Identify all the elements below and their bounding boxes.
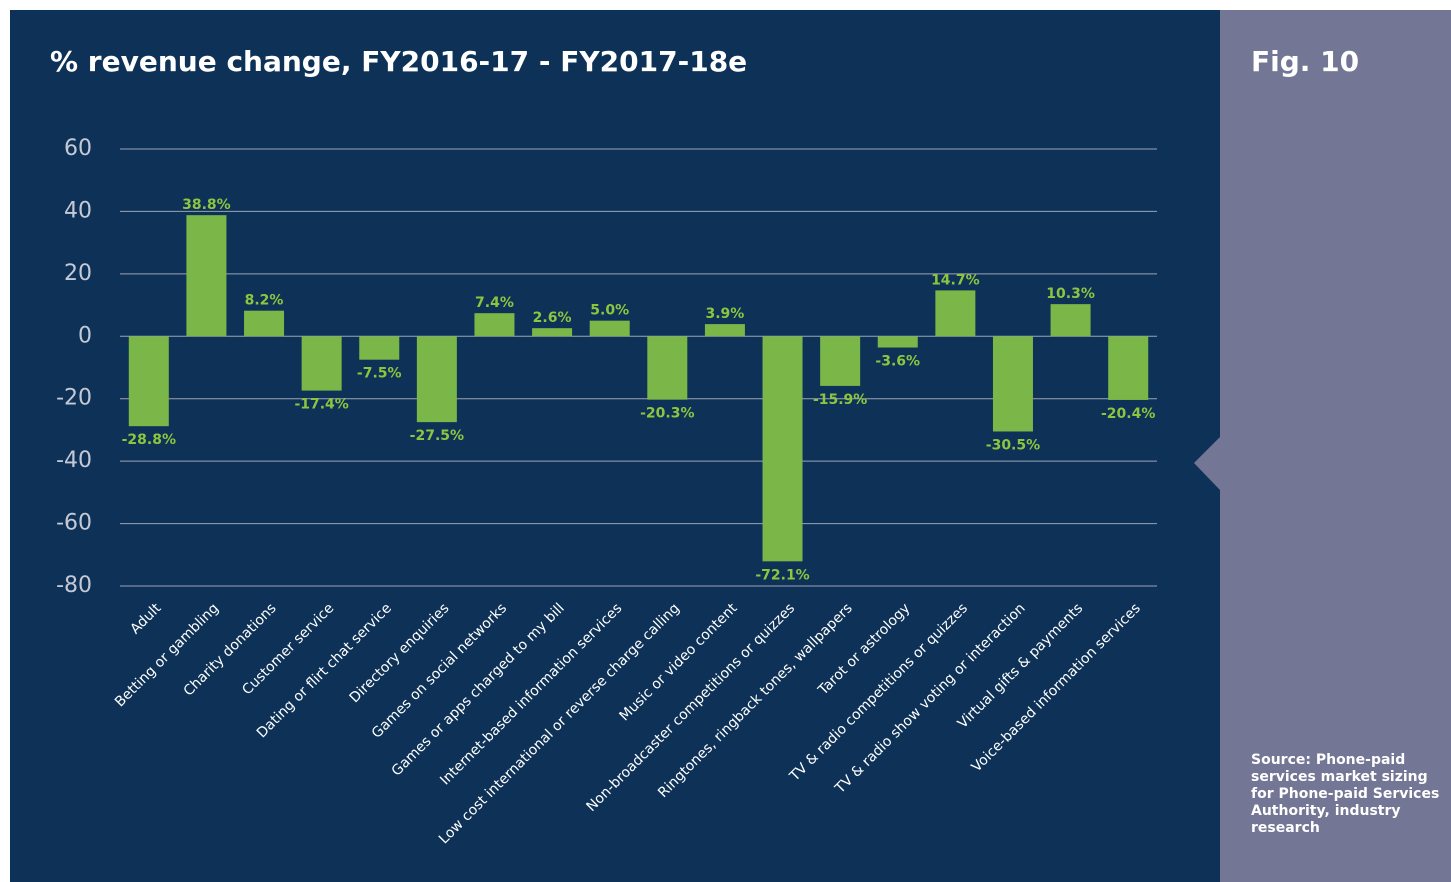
value-label: -27.5% bbox=[410, 428, 464, 444]
value-label: 14.7% bbox=[931, 272, 980, 288]
value-label: 10.3% bbox=[1046, 286, 1095, 302]
bar bbox=[647, 336, 688, 400]
bar bbox=[416, 336, 457, 423]
y-tick-label: 0 bbox=[78, 323, 92, 348]
bar bbox=[704, 324, 745, 337]
bar bbox=[1050, 304, 1091, 337]
value-label: 38.8% bbox=[182, 197, 231, 213]
y-tick-label: 60 bbox=[64, 136, 92, 161]
y-tick-label: -40 bbox=[56, 448, 92, 473]
value-label: -20.4% bbox=[1101, 406, 1155, 422]
bar bbox=[877, 336, 918, 348]
bar bbox=[762, 336, 803, 562]
bar bbox=[532, 328, 573, 337]
side-panel bbox=[1220, 10, 1451, 882]
value-label: -28.8% bbox=[122, 432, 176, 448]
bar bbox=[820, 336, 861, 386]
y-tick-label: -80 bbox=[56, 573, 92, 598]
bar bbox=[1108, 336, 1149, 400]
value-label: -30.5% bbox=[986, 437, 1040, 453]
figure-label: Fig. 10 bbox=[1251, 45, 1359, 78]
bar bbox=[128, 336, 169, 427]
value-label: -3.6% bbox=[875, 354, 920, 370]
bar bbox=[589, 320, 630, 337]
value-label: -15.9% bbox=[813, 392, 867, 408]
value-label: -17.4% bbox=[294, 397, 348, 413]
value-label: 7.4% bbox=[475, 295, 514, 311]
value-label: 8.2% bbox=[245, 293, 284, 309]
y-tick-label: -60 bbox=[56, 511, 92, 536]
notch bbox=[1194, 437, 1220, 490]
bar bbox=[359, 336, 400, 360]
value-label: -20.3% bbox=[640, 406, 694, 422]
y-tick-label: -20 bbox=[56, 386, 92, 411]
bar bbox=[474, 313, 515, 337]
y-tick-label: 20 bbox=[64, 261, 92, 286]
value-label: 3.9% bbox=[706, 306, 745, 322]
value-label: -7.5% bbox=[357, 366, 402, 382]
bar bbox=[935, 290, 976, 337]
chart-panel bbox=[10, 10, 1220, 882]
source-note: Source: Phone-paid services market sizin… bbox=[1251, 752, 1440, 836]
y-tick-label: 40 bbox=[64, 198, 92, 223]
bar bbox=[186, 215, 227, 337]
value-label: 2.6% bbox=[533, 310, 572, 326]
value-label: -72.1% bbox=[755, 567, 809, 583]
bar bbox=[244, 310, 285, 337]
chart-title: % revenue change, FY2016-17 - FY2017-18e bbox=[50, 45, 747, 78]
value-label: 5.0% bbox=[590, 303, 629, 319]
bar bbox=[992, 336, 1033, 432]
bar bbox=[301, 336, 342, 391]
